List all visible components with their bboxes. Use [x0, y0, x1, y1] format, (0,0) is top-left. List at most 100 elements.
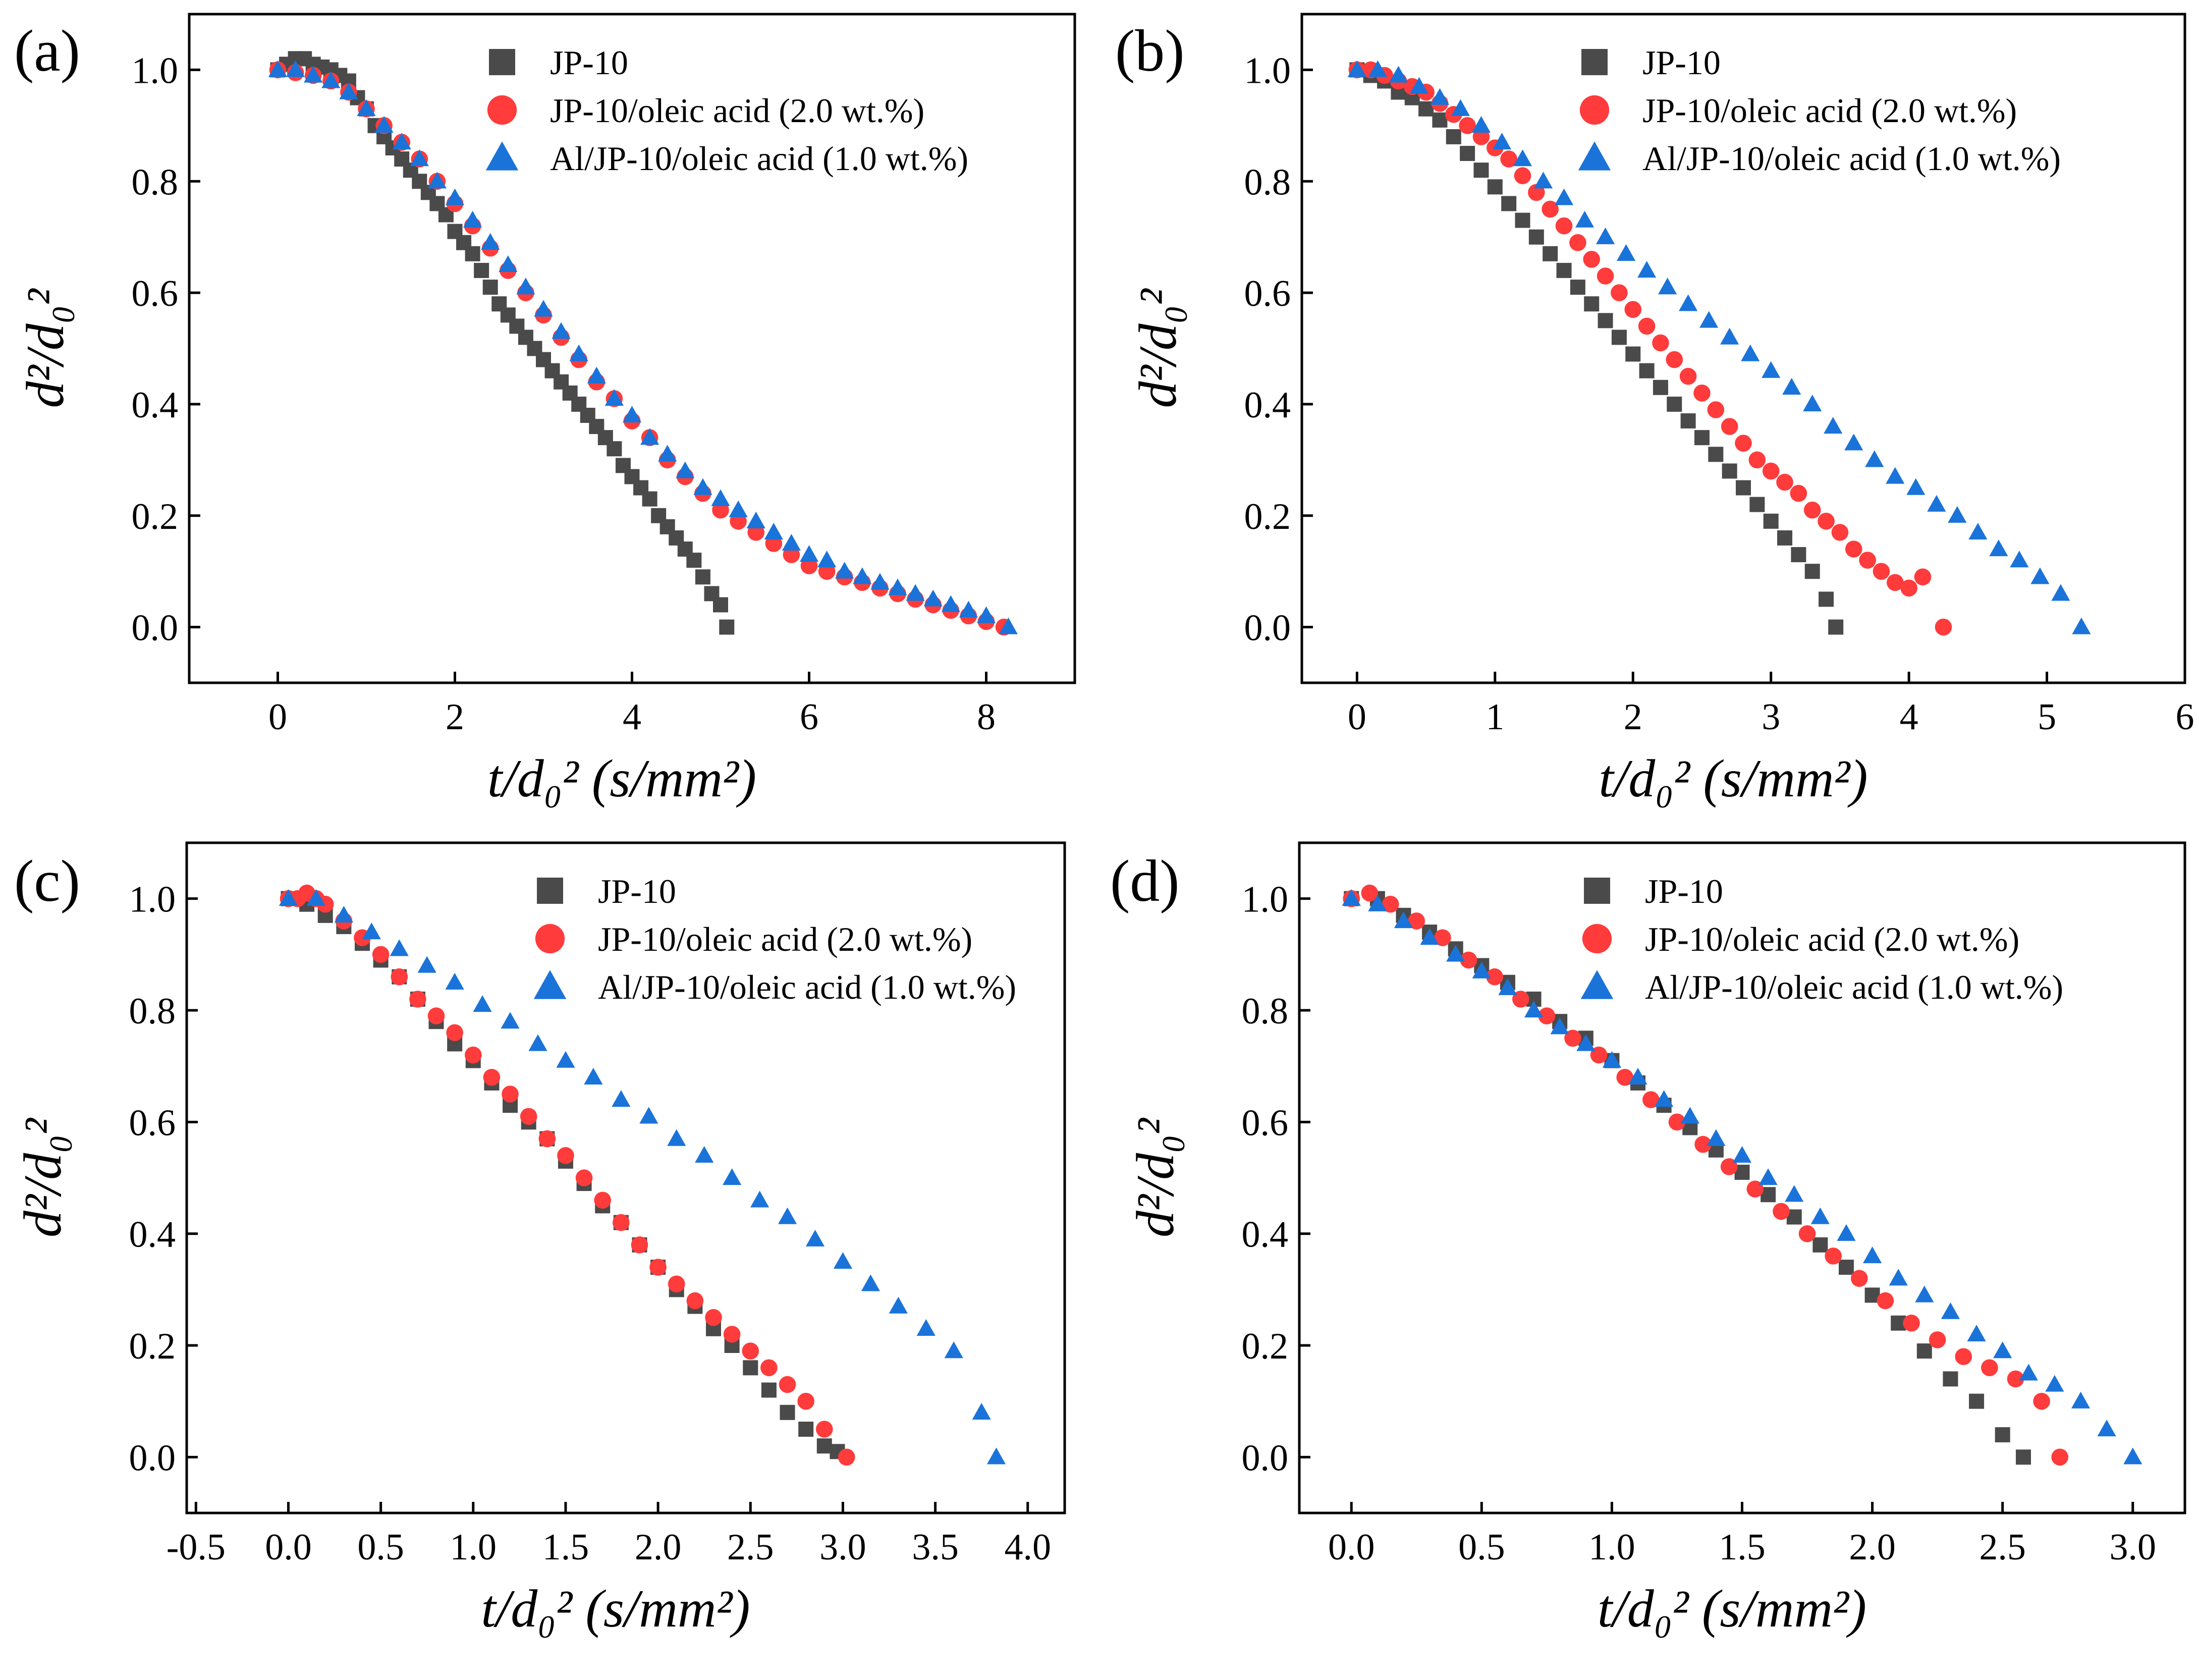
data-point	[1680, 413, 1696, 429]
data-point	[723, 1326, 741, 1343]
data-point	[1955, 1348, 1972, 1365]
data-point	[1616, 244, 1636, 261]
data-point	[1570, 280, 1585, 295]
data-point	[1886, 574, 1904, 591]
chart-panel-d: 0.0 0.5 1.0 1.5 2.0 2.5 3.0 0.0 0.2 0.4 0.6 0.8 1.0 (…	[1110, 841, 2186, 1638]
data-point	[1812, 1237, 1828, 1253]
data-point	[711, 489, 730, 506]
data-point	[1611, 330, 1627, 345]
data-point	[1420, 928, 1439, 945]
x-tick-label: 3.5	[912, 1527, 959, 1568]
data-point	[1900, 579, 1917, 597]
x-tick-label: 0	[268, 696, 287, 738]
y-tick-label: 0.0	[129, 1437, 176, 1479]
data-point	[658, 445, 677, 462]
data-point	[482, 280, 498, 295]
y-tick-label: 0.8	[1244, 161, 1291, 203]
data-point	[306, 889, 326, 906]
data-point	[1693, 385, 1711, 402]
data-point	[552, 322, 571, 339]
x-tick-label: 2.0	[635, 1527, 682, 1568]
data-point	[372, 946, 390, 963]
data-point	[1981, 1359, 1998, 1377]
data-point	[334, 905, 353, 923]
legend-label: Al/JP-10/oleic acid (1.0 wt.%)	[1642, 139, 2061, 178]
data-point	[1554, 188, 1574, 205]
legend-label: Al/JP-10/oleic acid (1.0 wt.%)	[550, 139, 968, 178]
data-point	[1903, 1314, 1920, 1332]
x-tick-label: 6	[2176, 696, 2194, 738]
data-point	[746, 511, 765, 528]
data-point	[1776, 473, 1793, 491]
data-point	[392, 133, 411, 150]
y-tick-label: 0.6	[1244, 273, 1291, 314]
data-point	[1708, 447, 1724, 462]
data-point	[1762, 462, 1780, 480]
x-axis-title: t/d₀² (s/mm²)	[481, 1579, 750, 1638]
data-point	[1394, 911, 1413, 929]
data-point	[362, 923, 381, 940]
data-point	[906, 584, 925, 601]
data-point	[2097, 1420, 2116, 1437]
legend-marker-oleic	[535, 924, 565, 954]
y-tick-label: 0.4	[129, 1214, 176, 1256]
data-point	[465, 246, 480, 261]
data-point	[1736, 480, 1751, 496]
data-point	[1680, 1107, 1699, 1124]
y-tick-label: 0.4	[1244, 385, 1291, 426]
data-point	[631, 1236, 648, 1254]
data-point	[1538, 1007, 1556, 1024]
data-point	[1859, 552, 1876, 569]
data-point	[427, 1007, 445, 1024]
data-point	[1741, 344, 1760, 361]
data-point	[1556, 262, 1572, 278]
data-point	[1679, 367, 1697, 385]
data-point	[1611, 284, 1628, 301]
legend: JP-10 JP-10/oleic acid (2.0 wt.%) Al/JP-10…	[1580, 872, 2063, 1006]
data-point	[889, 1296, 908, 1314]
x-tick-label: 2	[446, 696, 464, 738]
data-point	[1667, 396, 1682, 412]
chart-panel-a: 0 2 4 6 8 0.0 0.2 0.4 0.6 0.8 1.0 (a) t/d₀² (s/mm²) d…	[14, 13, 1076, 808]
data-point	[575, 1169, 593, 1186]
data-point	[1886, 467, 1905, 484]
data-point	[339, 82, 358, 99]
data-point	[1533, 172, 1553, 189]
data-point	[1473, 162, 1489, 178]
data-point	[1914, 568, 1932, 586]
data-point	[1824, 417, 1843, 434]
data-point	[2072, 617, 2091, 634]
data-point	[1434, 929, 1451, 946]
data-point	[481, 233, 500, 250]
data-point	[613, 1214, 630, 1231]
data-point	[782, 534, 801, 551]
data-point	[1628, 1067, 1647, 1085]
plot-frame	[1300, 13, 2186, 684]
x-tick-label: 1.5	[1719, 1527, 1766, 1568]
data-point	[693, 478, 712, 495]
y-tick-label: 0.2	[1242, 1326, 1289, 1367]
data-point	[584, 1067, 603, 1085]
x-tick-label: 0.0	[1328, 1527, 1375, 1568]
data-point	[835, 562, 854, 579]
data-point	[2019, 1364, 2038, 1381]
data-point	[538, 1130, 556, 1148]
legend-label: JP-10/oleic acid (2.0 wt.%)	[550, 91, 924, 130]
data-point	[1915, 1285, 1934, 1303]
data-point	[1862, 1247, 1882, 1264]
data-point	[750, 1190, 769, 1208]
data-point	[1694, 430, 1710, 446]
data-point	[1655, 1090, 1674, 1107]
panel-label: (c)	[14, 848, 80, 914]
data-point	[1989, 539, 2008, 557]
y-axis-title: d²/d₀²	[1126, 1117, 1185, 1237]
data-point	[1528, 229, 1544, 245]
data-point	[686, 553, 702, 568]
x-tick-label: 0.5	[1458, 1527, 1505, 1568]
x-tick-label: 0.0	[265, 1527, 312, 1568]
data-point	[1583, 251, 1601, 268]
x-tick-label: 4.0	[1004, 1527, 1051, 1568]
data-point	[502, 1086, 519, 1103]
data-point	[286, 60, 305, 77]
data-point	[2071, 1391, 2091, 1408]
